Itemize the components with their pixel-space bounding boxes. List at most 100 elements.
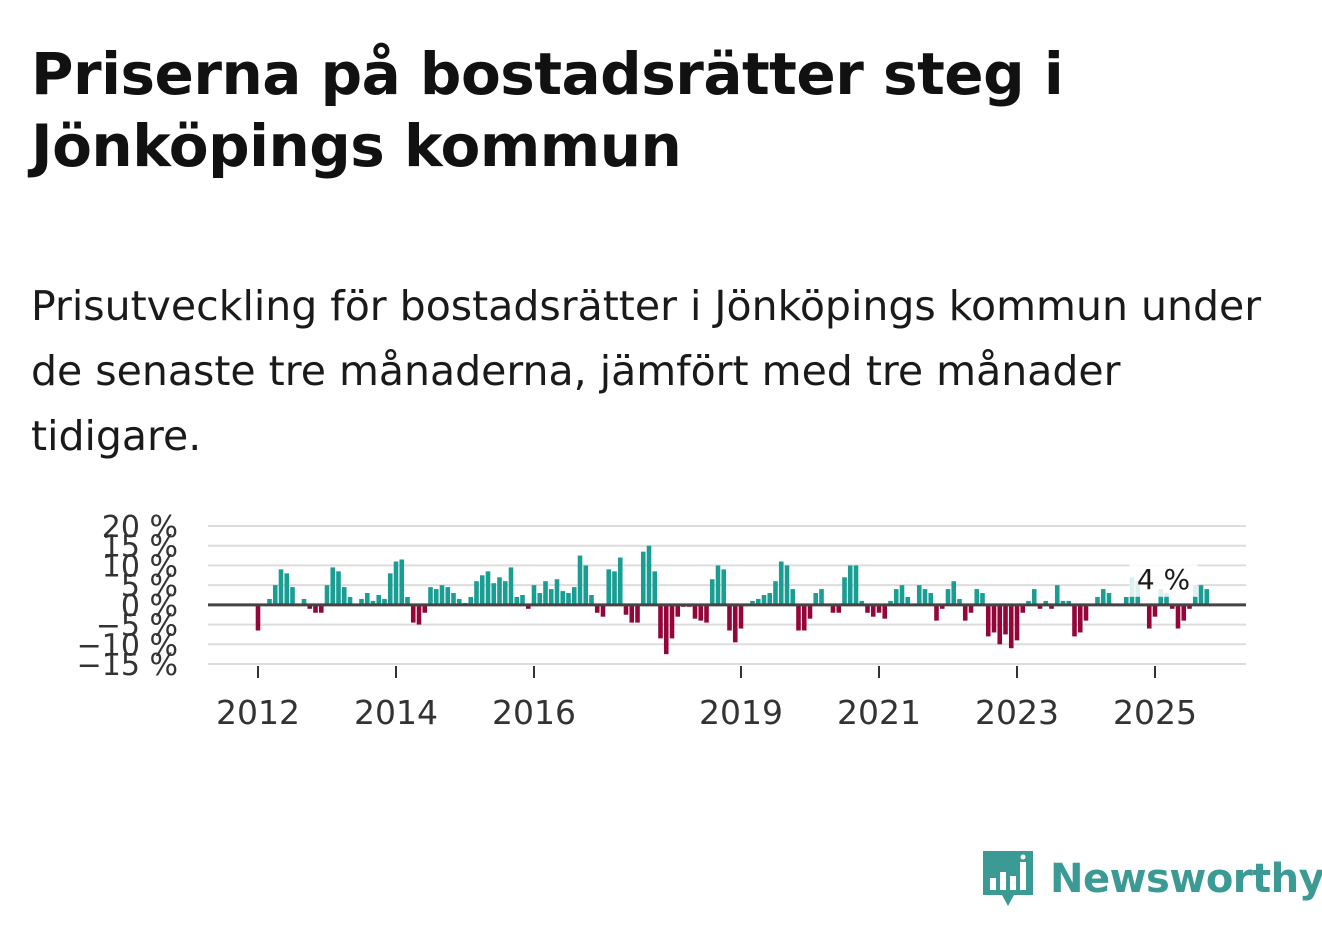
bar: [985, 604, 991, 637]
bar: [646, 545, 652, 605]
bar: [330, 567, 336, 605]
y-tick-label: 20 %: [102, 510, 178, 545]
bar: [836, 604, 842, 613]
bar: [284, 573, 290, 605]
x-tick-label: 2016: [492, 693, 576, 732]
annotation-background: [1129, 562, 1198, 597]
bar: [991, 604, 997, 633]
bar: [750, 600, 755, 605]
bar: [778, 561, 784, 605]
bar: [727, 604, 732, 631]
bar: [341, 587, 347, 605]
bar: [1198, 585, 1204, 605]
bar: [606, 569, 612, 605]
bar: [1181, 604, 1187, 621]
bar: [376, 595, 382, 605]
bar: [497, 577, 502, 605]
bar: [704, 604, 709, 623]
bar: [951, 581, 957, 605]
bar: [905, 596, 911, 605]
bar: [859, 600, 865, 605]
x-tick-label: 2012: [216, 693, 300, 732]
bar: [1066, 600, 1072, 605]
bar: [882, 604, 888, 619]
bar: [324, 585, 330, 605]
bar: [307, 604, 313, 609]
bar: [370, 600, 376, 605]
bar: [1031, 589, 1037, 605]
bar: [773, 581, 778, 605]
bar: [1175, 604, 1181, 629]
bar: [853, 565, 859, 605]
bar: [422, 604, 428, 613]
bar: [1095, 596, 1100, 605]
bar: [945, 589, 951, 605]
bar: [537, 593, 543, 605]
bar: [560, 591, 566, 605]
annotations: 4 %: [1129, 562, 1198, 597]
bar: [393, 561, 399, 605]
latest-value-label: 4 %: [1137, 563, 1190, 596]
newsworthy-logo: Newsworthy: [980, 848, 1322, 910]
grid-lines: [208, 525, 1246, 665]
bar: [709, 579, 715, 605]
bar: [278, 569, 284, 605]
bar: [1146, 604, 1152, 629]
bar: [531, 585, 537, 605]
y-tick-label: 10 %: [102, 549, 178, 584]
bar: [715, 565, 721, 605]
y-tick-label: −10 %: [77, 628, 178, 663]
bar: [1187, 604, 1192, 609]
bar: [870, 604, 876, 617]
bar: [301, 598, 307, 605]
bar: [847, 565, 853, 605]
bar: [801, 604, 807, 631]
bar: [784, 565, 790, 605]
bar: [520, 595, 525, 605]
y-axis-ticks: 20 %15 %10 %5 %0 %−5 %−10 %−15 %: [77, 510, 178, 683]
bar: [698, 604, 704, 621]
bar: [508, 567, 514, 605]
bar: [807, 604, 813, 619]
bar-chart-speech-bubble-icon: [983, 851, 1033, 906]
bar: [916, 585, 922, 605]
bar: [600, 604, 606, 617]
bar: [571, 587, 577, 605]
bar: [980, 593, 985, 605]
bar: [405, 596, 410, 605]
bar: [635, 604, 640, 623]
bar: [974, 589, 980, 605]
bar: [1008, 604, 1014, 649]
bar: [1158, 589, 1164, 605]
bar: [761, 595, 767, 605]
bar: [1003, 604, 1008, 635]
bar: [589, 595, 594, 605]
bar: [640, 551, 646, 605]
bar: [313, 604, 318, 613]
bar: [1169, 604, 1175, 609]
bar: [456, 598, 462, 605]
bar: [1037, 604, 1043, 609]
bar: [830, 604, 836, 613]
bar: [359, 598, 364, 605]
bar: [899, 585, 905, 605]
bar: [1152, 604, 1158, 617]
x-axis-ticks: 2012 2014 2016 2019 2021 2023 2025: [216, 666, 1197, 732]
bar: [479, 575, 485, 605]
bar: [1060, 600, 1066, 605]
bar: [1043, 600, 1049, 605]
bar: [767, 593, 773, 605]
x-tick-label: 2014: [354, 693, 438, 732]
bar: [692, 604, 698, 619]
bar: [755, 598, 761, 605]
bar: [675, 604, 681, 617]
bar: [272, 585, 278, 605]
bar: [721, 569, 727, 605]
bar: [939, 604, 945, 609]
bar: [290, 587, 295, 605]
bars: [255, 545, 1210, 655]
bar: [876, 604, 882, 613]
x-tick-label: 2025: [1113, 693, 1197, 732]
bar: [382, 598, 387, 605]
bar: [629, 604, 635, 623]
